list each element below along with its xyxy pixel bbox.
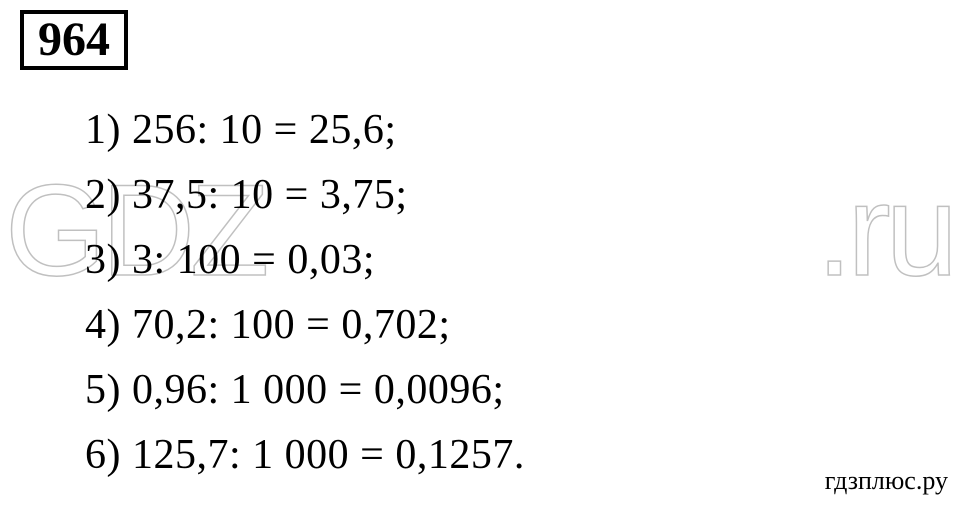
- equation-line-1: 1) 256: 10 = 25,6;: [85, 98, 968, 163]
- equation-line-6: 6) 125,7: 1 000 = 0,1257.: [85, 423, 968, 488]
- equation-line-3: 3) 3: 100 = 0,03;: [85, 228, 968, 293]
- problem-number-box: 964: [20, 10, 128, 70]
- equation-line-2: 2) 37,5: 10 = 3,75;: [85, 163, 968, 228]
- equation-list: 1) 256: 10 = 25,6; 2) 37,5: 10 = 3,75; 3…: [20, 98, 968, 489]
- equation-line-4: 4) 70,2: 100 = 0,702;: [85, 293, 968, 358]
- equation-line-5: 5) 0,96: 1 000 = 0,0096;: [85, 358, 968, 423]
- problem-number: 964: [38, 13, 110, 66]
- content-container: 964 1) 256: 10 = 25,6; 2) 37,5: 10 = 3,7…: [20, 10, 968, 489]
